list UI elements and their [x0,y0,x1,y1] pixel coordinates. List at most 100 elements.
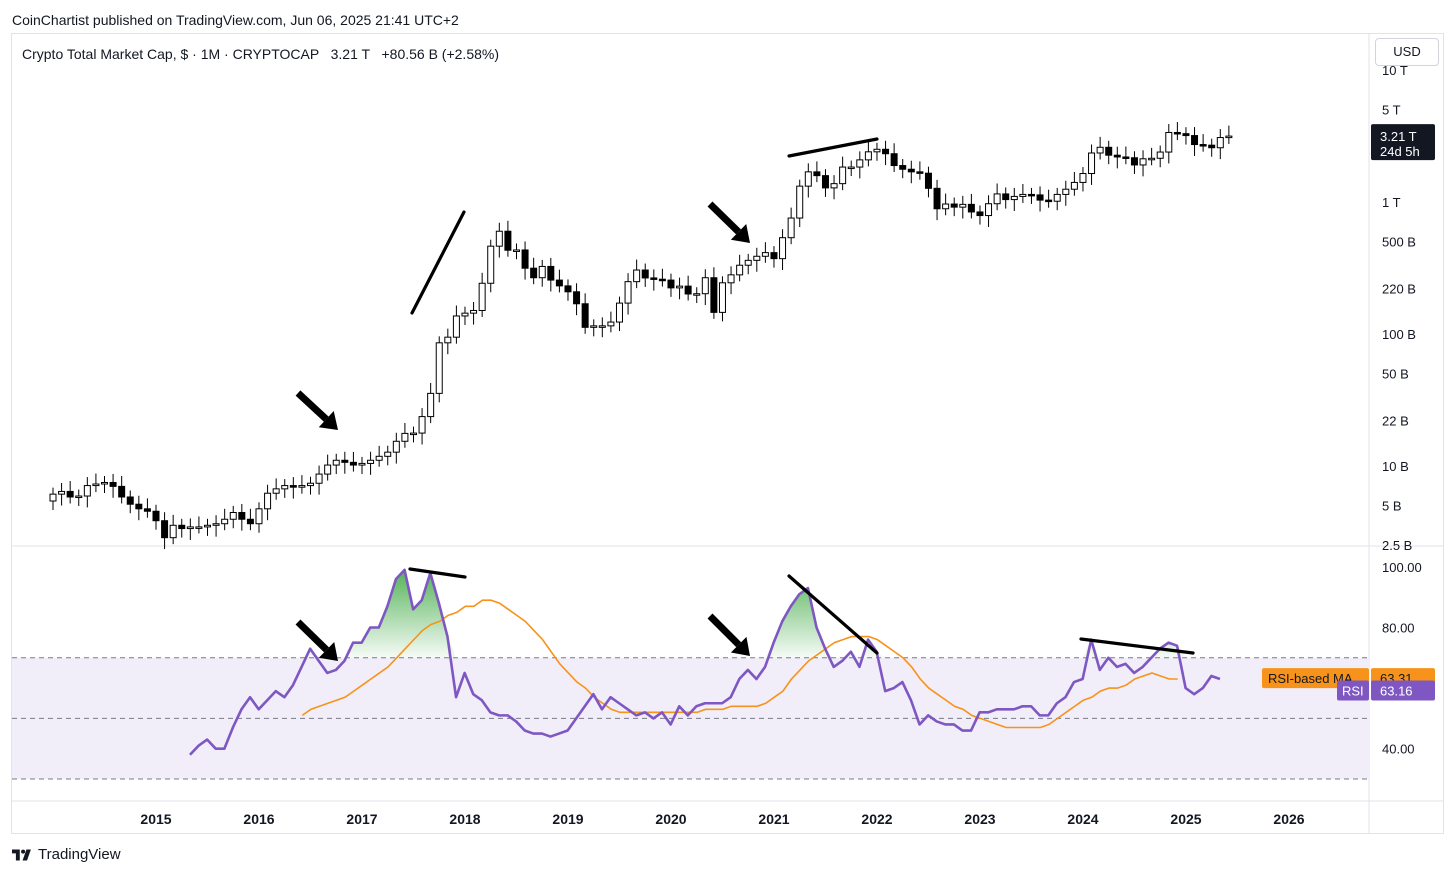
candle-body [452,315,460,338]
symbol-name[interactable]: Crypto Total Market Cap, $ · 1M · CRYPTO… [22,46,319,62]
candle-body [770,252,778,260]
rsi-pane [189,568,1221,756]
price-tick-label: 50 B [1382,367,1409,382]
candle [847,160,855,177]
candle [804,163,812,198]
candle [950,197,958,217]
candle-body [1036,194,1044,201]
candle [126,490,134,514]
candle [281,479,289,498]
candle [1182,127,1190,145]
candle-body [1199,144,1207,147]
rsi-tick-label: 100.00 [1382,560,1422,575]
candle-body [598,325,606,328]
price-tick-label: 10 B [1382,459,1409,474]
candle [993,183,1001,211]
price-tick-label: 22 B [1382,414,1409,429]
price-tick-label: 5 B [1382,498,1402,513]
candle [1053,187,1061,211]
candle-body [126,496,134,505]
candle-body [950,203,958,208]
candle-body [573,291,581,305]
candle-body [100,481,108,485]
brand-footer[interactable]: TradingView [12,846,121,863]
candle-body [478,282,486,311]
candle [907,160,915,184]
candle-body [1182,133,1190,137]
year-tick-label: 2017 [346,811,377,827]
candle [924,166,932,198]
price-tick-label: 220 B [1382,282,1416,297]
price-tick-label: 2.5 B [1382,538,1412,553]
candle-body [461,312,469,317]
candle [959,195,967,219]
candle [1010,187,1018,211]
symbol-legend[interactable]: Crypto Total Market Cap, $ · 1M · CRYPTO… [22,46,499,62]
candle [710,267,718,319]
candle-body [264,492,272,510]
candle [264,484,272,521]
overbought-fill [189,569,1220,658]
candle-body [787,217,795,239]
candle-body [693,293,701,296]
candle [796,179,804,228]
candle [401,422,409,448]
candle-body [109,481,117,487]
candle [933,179,941,221]
candle [856,151,864,179]
candle-body [753,255,761,261]
candle [341,451,349,474]
candle-body [195,526,203,529]
candle-body [384,451,392,457]
candle [615,296,623,332]
published-caption: CoinChartist published on TradingView.co… [12,12,459,28]
candle-body [178,524,186,530]
candle-body [1156,151,1164,159]
year-tick-label: 2026 [1273,811,1304,827]
candle-body [873,148,881,153]
candle-body [856,159,864,168]
last-price: 3.21 T [330,46,370,62]
candle [470,301,478,325]
candle [761,242,769,263]
candle-body [847,166,855,170]
candle-body [1079,173,1087,183]
candle [487,239,495,293]
candle-body [676,285,684,289]
candle-body [512,249,520,252]
candle [92,473,100,493]
candle-body [392,440,400,453]
candle-body [942,203,950,210]
candle [976,205,984,225]
candle [512,243,520,260]
candle-body [633,269,641,283]
candle [152,504,160,530]
candle-body [1113,154,1121,158]
candle-body [899,165,907,170]
candle [1019,183,1027,203]
candle-body [839,166,847,185]
candle [135,495,143,521]
candle-body [658,278,666,282]
candle-body [1225,135,1233,139]
currency-button[interactable]: USD [1375,38,1439,66]
candle [66,480,74,504]
candle-body [1096,146,1104,154]
candle [195,516,203,534]
trendline-2021-double-top [787,137,879,158]
candle [118,475,126,504]
candle-body [349,461,357,466]
brand-name: TradingView [38,846,121,863]
candle [1122,146,1130,165]
candle-body [306,482,314,487]
candle-body [1019,193,1027,197]
candle [864,141,872,167]
rsi-line [189,568,1221,756]
candle [839,156,847,191]
year-tick-label: 2015 [140,811,171,827]
candle-body [229,512,237,520]
candle [409,426,417,443]
arrow-2016-rsi-icon [295,619,338,661]
